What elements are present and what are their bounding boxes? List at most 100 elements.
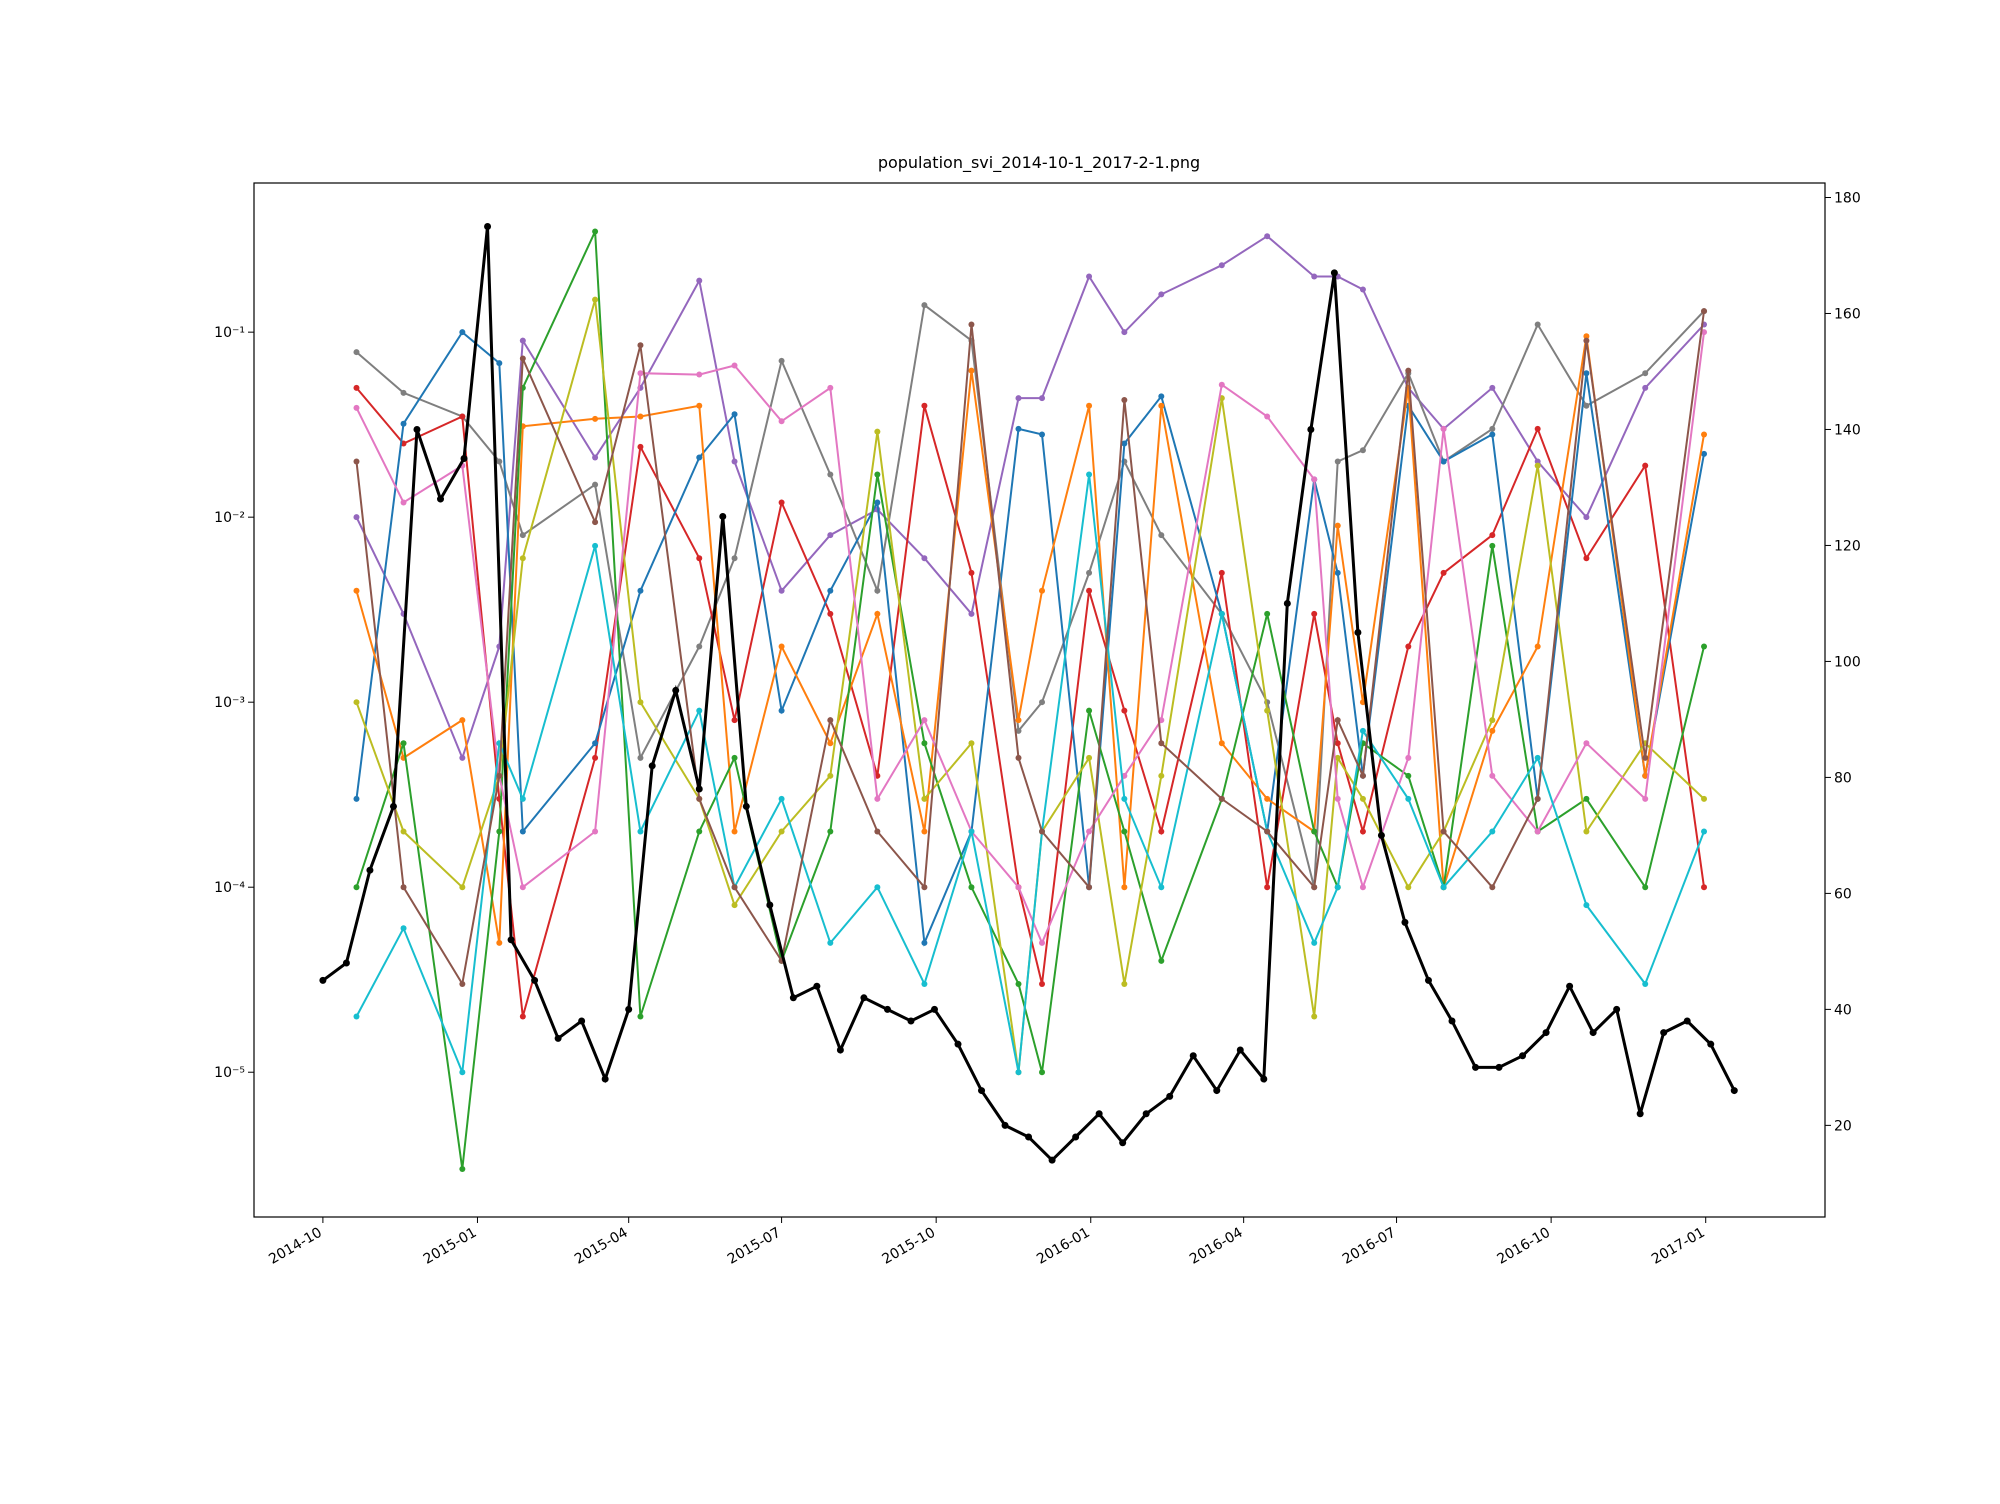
series-point	[1039, 587, 1046, 594]
series-point	[353, 514, 360, 521]
series-point	[353, 384, 360, 391]
series-point	[1377, 831, 1385, 839]
series-point	[789, 994, 797, 1002]
series-point	[1015, 717, 1022, 724]
series-point	[637, 587, 644, 594]
y-tick-label: 10⁻⁵	[214, 1065, 245, 1081]
series-point	[1489, 431, 1496, 438]
series-point	[1405, 643, 1412, 650]
series-point	[968, 610, 975, 617]
series-point	[1015, 980, 1022, 987]
x-tick-label: 2016-01	[1034, 1225, 1093, 1268]
series-point	[592, 228, 599, 235]
series-point	[1534, 425, 1541, 432]
series-point	[319, 976, 327, 984]
x-tick-label: 2015-07	[725, 1225, 784, 1268]
series-point	[1730, 1087, 1738, 1095]
series-point	[1121, 707, 1128, 714]
series-point	[1359, 795, 1366, 802]
series-point	[459, 884, 466, 891]
series-point	[883, 1005, 891, 1013]
series-point	[1448, 1017, 1456, 1025]
series-point	[1642, 462, 1649, 469]
series-point	[1121, 440, 1128, 447]
x-tick-label: 2014-10	[266, 1225, 325, 1268]
series-point	[874, 795, 881, 802]
series-point	[1158, 393, 1165, 400]
series-point	[1583, 795, 1590, 802]
series-point	[1158, 740, 1165, 747]
series-point	[1642, 370, 1649, 377]
plot-area	[319, 222, 1738, 1172]
series-point	[1189, 1052, 1197, 1060]
series-point	[637, 342, 644, 349]
series-point	[519, 884, 526, 891]
series-point	[353, 795, 360, 802]
series-point	[921, 828, 928, 835]
series-point	[1359, 727, 1366, 734]
series-point	[1613, 1005, 1621, 1013]
series-point	[731, 717, 738, 724]
series-point	[1642, 980, 1649, 987]
series-point	[1440, 425, 1447, 432]
series-point	[1086, 707, 1093, 714]
series-point	[1701, 643, 1708, 650]
series-point	[921, 740, 928, 747]
series-point	[637, 370, 644, 377]
series-point	[1424, 976, 1432, 984]
series-point	[1440, 828, 1447, 835]
x-tick-label: 2017-01	[1649, 1225, 1708, 1268]
series-point	[968, 321, 975, 328]
series-point	[459, 1165, 466, 1172]
series-point	[496, 458, 503, 465]
series-point	[672, 686, 680, 694]
series-point	[1566, 982, 1574, 990]
series-point	[353, 1013, 360, 1020]
series-point	[1039, 828, 1046, 835]
series-point	[1534, 795, 1541, 802]
series-point	[1086, 754, 1093, 761]
series-point	[1495, 1063, 1503, 1071]
series-point	[592, 519, 599, 526]
series-point	[1311, 828, 1318, 835]
series-point	[874, 428, 881, 435]
x-tick-label: 2015-04	[572, 1225, 631, 1268]
series-point	[1489, 384, 1496, 391]
series-point	[696, 371, 703, 378]
series-point	[696, 454, 703, 461]
series-point	[1015, 1069, 1022, 1076]
series-point	[1701, 431, 1708, 438]
series-point	[1701, 884, 1708, 891]
series-point	[1264, 413, 1271, 420]
series-point	[696, 643, 703, 650]
series-line	[355, 330, 1705, 947]
series-point	[1166, 1092, 1174, 1100]
series-point	[1359, 286, 1366, 293]
series-point	[696, 707, 703, 714]
y2-tick-label: 140	[1834, 422, 1861, 438]
series-point	[1025, 1133, 1033, 1141]
series-point	[592, 296, 599, 303]
series-point	[1121, 396, 1128, 403]
series-point	[968, 569, 975, 576]
x-tick-label: 2015-01	[421, 1225, 480, 1268]
series-point	[1519, 1052, 1527, 1060]
series-point	[648, 762, 656, 770]
series-point	[1264, 233, 1271, 240]
series-point	[1158, 291, 1165, 298]
y2-tick-label: 160	[1834, 306, 1861, 322]
series-point	[1121, 795, 1128, 802]
series-point	[1534, 462, 1541, 469]
series-point	[637, 828, 644, 835]
series-point	[1218, 795, 1225, 802]
series-point	[437, 495, 445, 503]
series-point	[1213, 1087, 1221, 1095]
y-tick-label: 10⁻³	[214, 695, 245, 711]
series-point	[978, 1087, 986, 1095]
series-point	[874, 587, 881, 594]
y2-tick-label: 80	[1834, 770, 1852, 786]
series-point	[1039, 699, 1046, 706]
series-point	[827, 532, 834, 539]
series-point	[731, 411, 738, 418]
series-line	[355, 231, 1705, 1170]
